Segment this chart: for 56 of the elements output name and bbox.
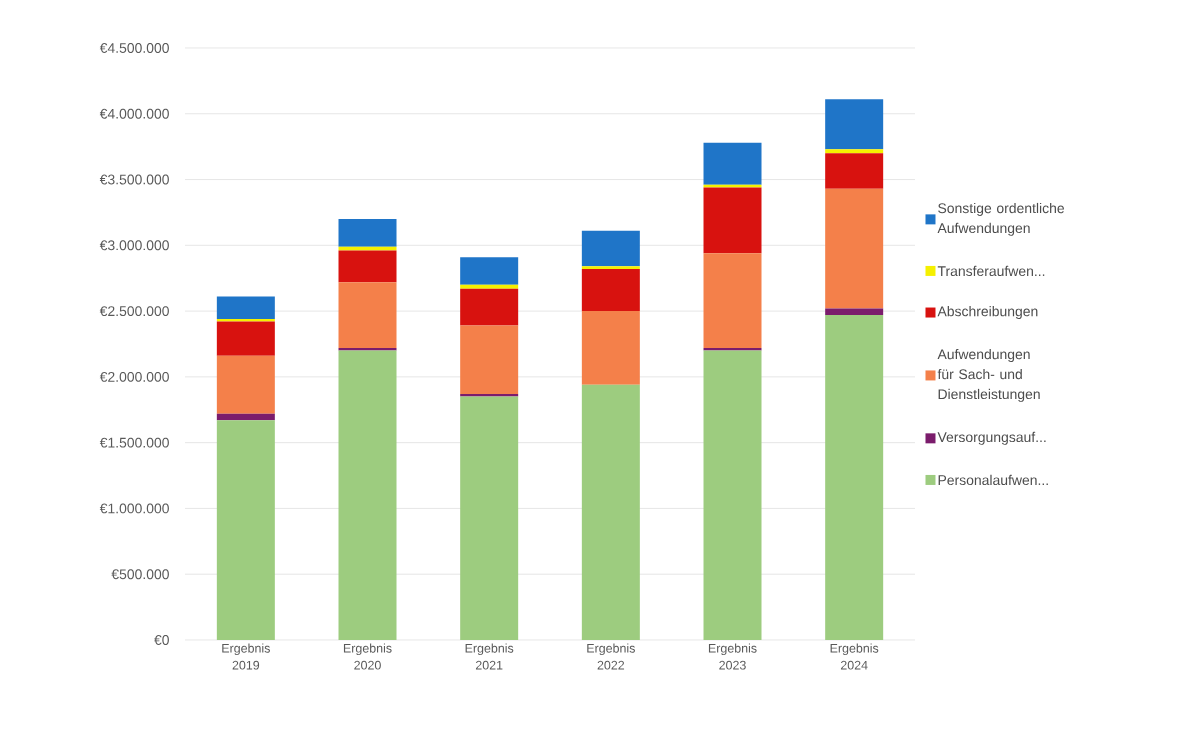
y-tick-label: €4.000.000 [99,108,169,119]
y-tick-label: €2.000.000 [99,371,169,382]
bar [825,149,884,154]
bar [703,350,762,640]
bar [825,99,884,150]
x-tick-label: Ergebnis 2020 [343,643,392,670]
bar [338,350,397,640]
bar [581,311,640,385]
bar [216,413,275,421]
bar [581,384,640,640]
bar [703,347,762,351]
bar [460,393,519,397]
y-tick-label: €500.000 [111,569,169,580]
bar [581,230,640,267]
x-tick-label: Ergebnis 2023 [708,643,757,670]
bar [825,153,884,189]
y-tick-label: €4.500.000 [99,43,169,53]
legend-label: Abschreibungen [937,306,1038,320]
x-tick-label: Ergebnis 2024 [830,643,879,670]
x-tick-label: Ergebnis 2019 [222,643,270,670]
bar [216,318,275,322]
bar [581,266,640,269]
bar [338,219,397,247]
legend-label: Transferaufwen... [937,265,1045,277]
bar [216,355,275,414]
x-tick-label: Ergebnis 2021 [465,643,514,670]
bar [703,142,762,185]
bar [825,308,884,316]
bar [216,420,275,640]
y-tick-label: €1.000.000 [99,503,169,514]
bar [216,296,275,319]
bar [460,396,519,640]
y-tick-label: €1.500.000 [99,437,169,448]
bar [703,253,762,348]
bar [338,246,397,251]
legend-label: Versorgungsauf... [937,431,1046,445]
x-tick-label: Ergebnis 2022 [587,643,635,670]
legend-label: Sonstige ordentliche Aufwendungen [937,202,1064,236]
bar [338,250,397,283]
bar [460,325,519,394]
bar [460,257,519,285]
bar [216,321,275,356]
bar [825,315,884,640]
bar [338,347,397,351]
y-tick-label: €2.500.000 [99,306,169,317]
bar [460,288,519,326]
y-tick-label: €3.500.000 [99,174,169,185]
legend-label: Personalaufwen... [938,474,1048,486]
bar [581,269,640,312]
bar [338,282,397,348]
bar [460,284,519,289]
y-tick-label: €0 [154,635,169,645]
y-tick-label: €3.000.000 [99,240,169,251]
bar [825,188,884,309]
bar [703,187,762,254]
legend-label: Aufwendungen für Sach- und Dienstleistungen [937,349,1040,402]
